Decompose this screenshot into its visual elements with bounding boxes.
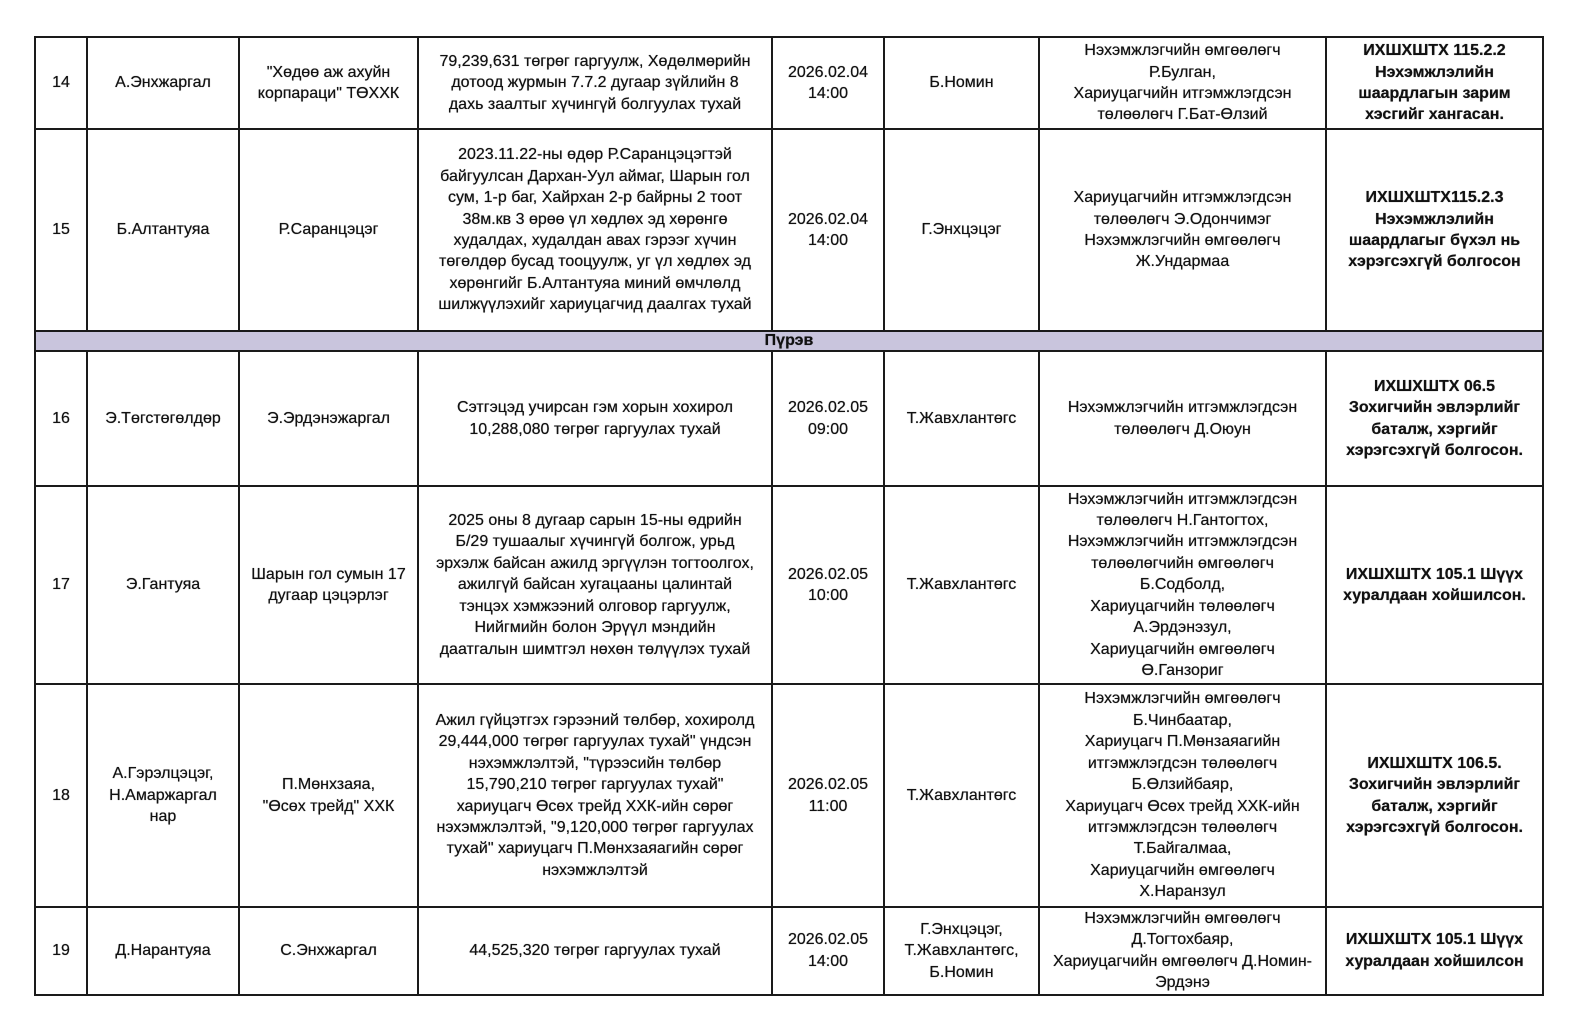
result-cell: ИХШХШТХ 106.5. Зохигчийн эвлэрлийг батал… [1325, 683, 1544, 908]
hearing-datetime-cell: 2026.02.05 09:00 [771, 350, 885, 487]
defendant-cell: С.Энхжаргал [238, 906, 419, 996]
result-cell: ИХШХШТХ 115.2.2 Нэхэмжлэлийн шаардлагын … [1325, 36, 1544, 130]
plaintiff-cell: Э.Гантуяа [86, 485, 240, 685]
plaintiff-cell: А.Гэрэлцэцэг, Н.Амаржаргал нар [86, 683, 240, 908]
hearing-datetime-cell: 2026.02.05 14:00 [771, 906, 885, 996]
participants-cell: Нэхэмжлэгчийн итгэмжлэгдсэн төлөөлөгч Н.… [1038, 485, 1327, 685]
case-number-cell: 15 [34, 128, 88, 332]
result-cell: ИХШХШТХ 105.1 Шүүх хуралдаан хойшилсон [1325, 906, 1544, 996]
judge-cell: Г.Энхцэцэг, Т.Жавхлантөгс, Б.Номин [883, 906, 1040, 996]
plaintiff-cell: А.Энхжаргал [86, 36, 240, 130]
claim-cell: 2023.11.22-ны өдөр Р.Саранцэцэгтэй байгу… [417, 128, 773, 332]
table-row: 17 Э.Гантуяа Шарын гол сумын 17 дугаар цэц… [34, 485, 1544, 685]
case-number-cell: 14 [34, 36, 88, 130]
case-number-cell: 19 [34, 906, 88, 996]
participants-cell: Нэхэмжлэгчийн өмгөөлөгч Б.Чинбаатар, Хар… [1038, 683, 1327, 908]
result-cell: ИХШХШТХ 105.1 Шүүх хуралдаан хойшилсон. [1325, 485, 1544, 685]
defendant-cell: "Хөдөө аж ахуйн корпараци" ТӨХХК [238, 36, 419, 130]
judge-cell: Т.Жавхлантөгс [883, 485, 1040, 685]
hearing-datetime-cell: 2026.02.05 11:00 [771, 683, 885, 908]
table-row: 16 Э.Төгстөгөлдөр Э.Эрдэнэжаргал Сэтгэцэд у… [34, 350, 1544, 487]
court-schedule-table: 14 А.Энхжаргал "Хөдөө аж ахуйн корпараци" … [34, 36, 1544, 996]
claim-cell: Ажил гүйцэтгэх гэрээний төлбөр, хохиролд… [417, 683, 773, 908]
case-number-cell: 18 [34, 683, 88, 908]
judge-cell: Т.Жавхлантөгс [883, 683, 1040, 908]
table-row: 15 Б.Алтантуяа Р.Саранцэцэг 2023.11.22-ны ө… [34, 128, 1544, 332]
defendant-cell: Э.Эрдэнэжаргал [238, 350, 419, 487]
defendant-cell: П.Мөнхзаяа, "Өсөх трейд" ХХК [238, 683, 419, 908]
section-header-row: Пүрэв [34, 330, 1544, 352]
participants-cell: Нэхэмжлэгчийн өмгөөлөгч Д.Тогтохбаяр, Ха… [1038, 906, 1327, 996]
result-cell: ИХШХШТХ115.2.3 Нэхэмжлэлийн шаардлагыг б… [1325, 128, 1544, 332]
section-day-label: Пүрэв [34, 330, 1544, 352]
case-number-cell: 16 [34, 350, 88, 487]
judge-cell: Г.Энхцэцэг [883, 128, 1040, 332]
table-row: 19 Д.Нарантуяа С.Энхжаргал 44,525,320 төгрө… [34, 906, 1544, 996]
defendant-cell: Шарын гол сумын 17 дугаар цэцэрлэг [238, 485, 419, 685]
table-row: 18 А.Гэрэлцэцэг, Н.Амаржаргал нар П.Мөнхза… [34, 683, 1544, 908]
participants-cell: Нэхэмжлэгчийн итгэмжлэгдсэн төлөөлөгч Д.… [1038, 350, 1327, 487]
plaintiff-cell: Д.Нарантуяа [86, 906, 240, 996]
hearing-datetime-cell: 2026.02.04 14:00 [771, 36, 885, 130]
participants-cell: Нэхэмжлэгчийн өмгөөлөгч Р.Булган, Хариуц… [1038, 36, 1327, 130]
claim-cell: 2025 оны 8 дугаар сарын 15-ны өдрийн Б/2… [417, 485, 773, 685]
defendant-cell: Р.Саранцэцэг [238, 128, 419, 332]
hearing-datetime-cell: 2026.02.05 10:00 [771, 485, 885, 685]
hearing-datetime-cell: 2026.02.04 14:00 [771, 128, 885, 332]
case-number-cell: 17 [34, 485, 88, 685]
claim-cell: Сэтгэцэд учирсан гэм хорын хохирол 10,28… [417, 350, 773, 487]
participants-cell: Хариуцагчийн итгэмжлэгдсэн төлөөлөгч Э.О… [1038, 128, 1327, 332]
result-cell: ИХШХШТХ 06.5 Зохигчийн эвлэрлийг баталж,… [1325, 350, 1544, 487]
claim-cell: 44,525,320 төгрөг гаргуулах тухай [417, 906, 773, 996]
table-row: 14 А.Энхжаргал "Хөдөө аж ахуйн корпараци" … [34, 36, 1544, 130]
plaintiff-cell: Б.Алтантуяа [86, 128, 240, 332]
plaintiff-cell: Э.Төгстөгөлдөр [86, 350, 240, 487]
judge-cell: Б.Номин [883, 36, 1040, 130]
judge-cell: Т.Жавхлантөгс [883, 350, 1040, 487]
claim-cell: 79,239,631 төгрөг гаргуулж, Хөдөлмөрийн … [417, 36, 773, 130]
